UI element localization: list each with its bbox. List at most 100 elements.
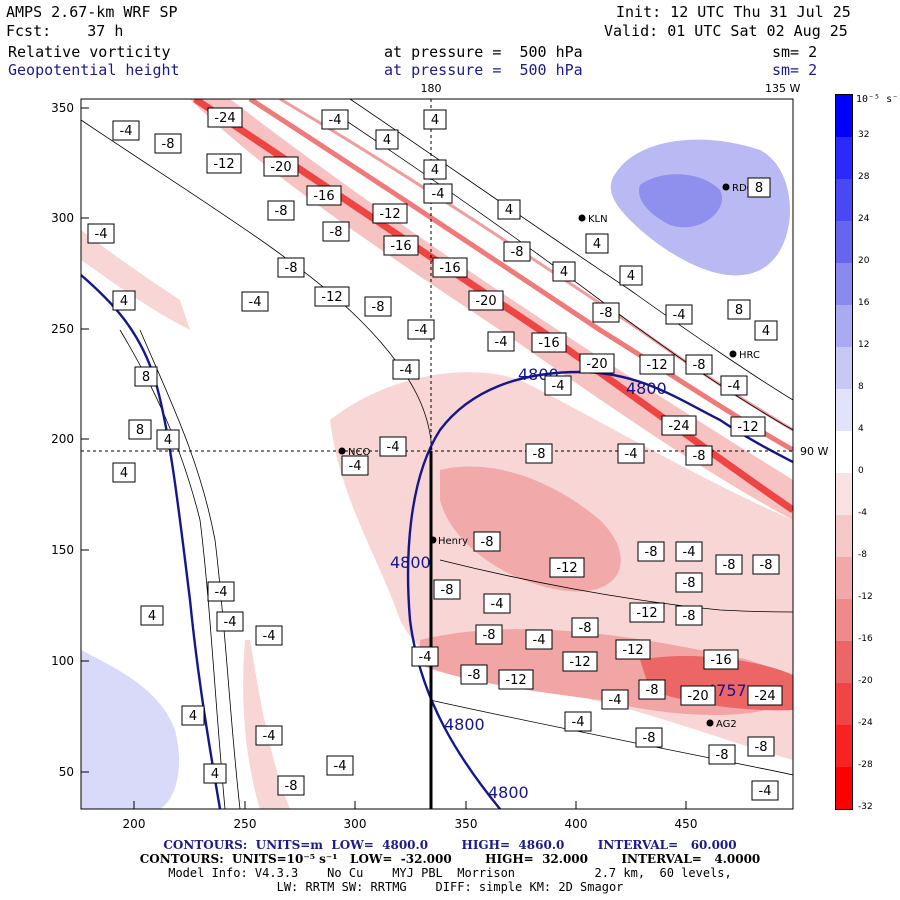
colorbar-unit: 10⁻⁵ s⁻¹ bbox=[856, 94, 900, 105]
vort-label: -4 bbox=[224, 615, 237, 630]
vort-label: -20 bbox=[270, 160, 291, 175]
height-label: 4800 bbox=[390, 553, 431, 572]
plot-frame bbox=[80, 98, 794, 810]
vort-label: -4 bbox=[249, 295, 262, 310]
vort-label: -4 bbox=[495, 335, 508, 350]
vort-label: -4 bbox=[95, 227, 108, 242]
y-tick: 300 bbox=[51, 211, 74, 225]
vort-label: -24 bbox=[668, 419, 689, 434]
smoothing-1: sm= 2 bbox=[772, 43, 818, 61]
colorbar-segment bbox=[836, 389, 852, 431]
vort-label: -24 bbox=[214, 111, 235, 126]
x-tick: 450 bbox=[675, 817, 698, 831]
vort-label: 4 bbox=[627, 269, 635, 284]
vort-label: 4 bbox=[593, 237, 601, 252]
colorbar-tick-label: -24 bbox=[858, 718, 873, 728]
vort-label: -8 bbox=[511, 245, 524, 260]
vort-label: -8 bbox=[483, 628, 496, 643]
lon-label-135w: 135 W bbox=[765, 82, 800, 95]
vort-label: 4 bbox=[431, 163, 439, 178]
colorbar-segment bbox=[836, 641, 852, 683]
vort-label: 4 bbox=[762, 324, 770, 339]
footer-vorticity-contours: CONTOURS: UNITS=10⁻⁵ s⁻¹ LOW= -32.000 HI… bbox=[139, 852, 761, 866]
vort-label: -8 bbox=[372, 300, 385, 315]
vort-label: -4 bbox=[400, 363, 413, 378]
height-contour-west bbox=[81, 274, 222, 809]
vort-label: 4 bbox=[560, 265, 568, 280]
colorbar-tick-label: 12 bbox=[858, 340, 870, 350]
vort-label: -4 bbox=[329, 113, 342, 128]
vort-label: -8 bbox=[468, 668, 481, 683]
vort-label: -12 bbox=[646, 358, 667, 373]
vort-label: -12 bbox=[213, 157, 234, 172]
vort-label: -12 bbox=[505, 673, 526, 688]
colorbar-tick-label: -28 bbox=[858, 760, 873, 770]
station-marker bbox=[729, 350, 737, 358]
x-tick: 350 bbox=[455, 817, 478, 831]
colorbar-tick-label: -32 bbox=[858, 802, 873, 812]
vort-label: -20 bbox=[586, 357, 607, 372]
colorbar-tick-label: 20 bbox=[858, 256, 870, 266]
vort-label: -8 bbox=[760, 558, 773, 573]
vort-label: -8 bbox=[683, 576, 696, 591]
vort-label: -12 bbox=[556, 561, 577, 576]
pressure-level-1: at pressure = 500 hPa bbox=[384, 43, 583, 61]
footer-height-contours: CONTOURS: UNITS=m LOW= 4800.0 HIGH= 4860… bbox=[163, 838, 737, 852]
colorbar-segment bbox=[836, 683, 852, 725]
vort-label: -12 bbox=[321, 290, 342, 305]
colorbar-tick-label: -16 bbox=[858, 634, 873, 644]
vort-label: -20 bbox=[687, 689, 708, 704]
station-rdg: RDG bbox=[732, 183, 754, 194]
vort-label: -8 bbox=[755, 740, 768, 755]
init-time: Init: 12 UTC Thu 31 Jul 25 bbox=[616, 3, 851, 21]
colorbar-segment bbox=[836, 725, 852, 767]
vort-label: -8 bbox=[579, 621, 592, 636]
vort-label: -8 bbox=[683, 609, 696, 624]
station-marker bbox=[578, 214, 586, 222]
vort-label: -16 bbox=[538, 336, 559, 351]
colorbar-tick-label: 16 bbox=[858, 298, 870, 308]
vort-label: -4 bbox=[491, 597, 504, 612]
vort-label: -4 bbox=[728, 379, 741, 394]
height-label: 4800 bbox=[444, 715, 485, 734]
vort-label: -16 bbox=[439, 261, 460, 276]
y-tick: 350 bbox=[51, 101, 74, 115]
vort-label: -12 bbox=[379, 207, 400, 222]
colorbar-tick-label: -8 bbox=[858, 550, 867, 560]
vort-label: -8 bbox=[285, 779, 298, 794]
vort-label: 8 bbox=[136, 423, 144, 438]
vort-label: -16 bbox=[390, 239, 411, 254]
x-tick: 300 bbox=[344, 817, 367, 831]
vort-label: -4 bbox=[759, 784, 772, 799]
colorbar-segment bbox=[836, 767, 852, 809]
vort-label: 4 bbox=[211, 767, 219, 782]
height-contour-east bbox=[406, 370, 793, 809]
colorbar-tick-label: -12 bbox=[858, 592, 873, 602]
colorbar-segment bbox=[836, 431, 852, 473]
vort-label: 8 bbox=[755, 181, 763, 196]
vort-label: -4 bbox=[572, 715, 585, 730]
vort-label: -16 bbox=[313, 189, 334, 204]
colorbar-tick-label: 8 bbox=[858, 382, 864, 392]
vort-label: -4 bbox=[552, 379, 565, 394]
colorbar-tick-label: 32 bbox=[858, 130, 870, 140]
colorbar-tick-label: 24 bbox=[858, 214, 870, 224]
station-kln: KLN bbox=[588, 214, 608, 225]
vort-label: -8 bbox=[600, 306, 613, 321]
vort-label: -8 bbox=[646, 683, 659, 698]
vort-label: 4 bbox=[431, 113, 439, 128]
vort-label: -4 bbox=[349, 459, 362, 474]
vort-label: 4 bbox=[189, 709, 197, 724]
x-tick: 400 bbox=[565, 817, 588, 831]
field-geopotential: Geopotential height bbox=[8, 61, 180, 79]
station-marker bbox=[338, 447, 346, 455]
station-hrc: HRC bbox=[739, 350, 760, 361]
vort-label: -4 bbox=[625, 447, 638, 462]
vort-label: -4 bbox=[533, 633, 546, 648]
vort-label: 8 bbox=[735, 303, 743, 318]
low-label: 4757 bbox=[706, 681, 747, 700]
valid-time: Valid: 01 UTC Sat 02 Aug 25 bbox=[604, 22, 848, 40]
colorbar-segment bbox=[836, 221, 852, 263]
vort-label: -8 bbox=[643, 731, 656, 746]
